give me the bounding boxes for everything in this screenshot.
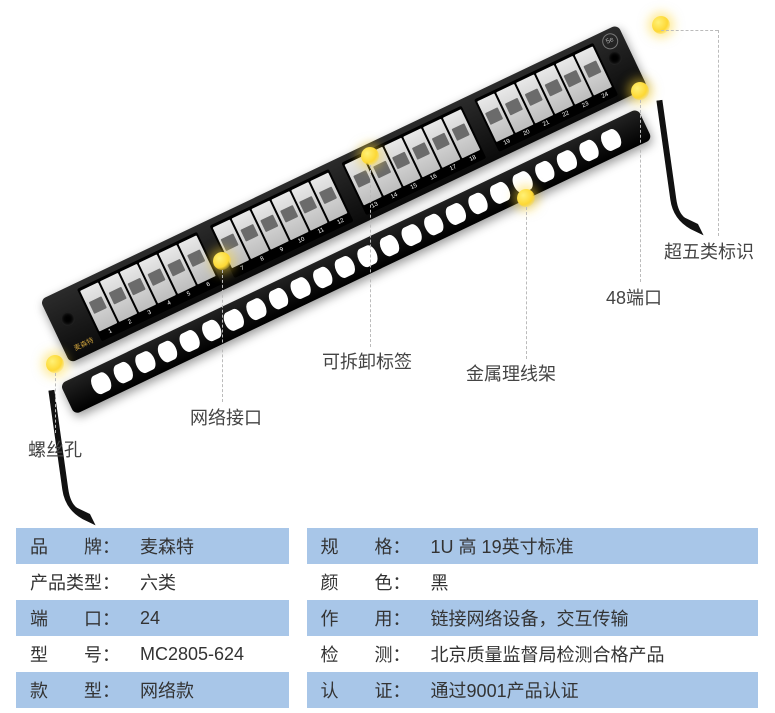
cable-slot — [554, 148, 579, 174]
label-ports48: 48端口 — [606, 284, 662, 310]
spec-key: 款 型： — [16, 672, 126, 708]
cable-slot — [532, 159, 557, 185]
spec-val: 1U 高 19英寸标准 — [417, 528, 758, 564]
label-cat5e: 超五类标识 — [664, 238, 754, 264]
cable-slot — [244, 296, 269, 322]
label-port: 网络接口 — [190, 404, 262, 430]
leader-screw — [55, 373, 56, 433]
spec-val: 麦森特 — [126, 528, 289, 564]
leader-cat5e — [718, 30, 719, 236]
spec-key: 作 用： — [307, 600, 417, 636]
cable-slot — [465, 190, 490, 216]
spec-row: 型 号：MC2805-624 检 测：北京质量监督局检测合格产品 — [16, 636, 758, 672]
cable-slot — [288, 275, 313, 301]
cable-slot — [488, 180, 513, 206]
cable-slot — [155, 339, 180, 365]
cable-slot — [332, 254, 357, 280]
cable-slot — [310, 264, 335, 290]
spec-val: 北京质量监督局检测合格产品 — [417, 636, 758, 672]
spec-key: 认 证： — [307, 672, 417, 708]
leader-cat5e-h — [661, 30, 718, 31]
leader-bar — [526, 207, 527, 359]
dot-screw — [46, 355, 64, 373]
cable-slot — [133, 349, 158, 375]
spec-val: 黑 — [417, 564, 758, 600]
label-screw: 螺丝孔 — [28, 436, 82, 462]
spec-key: 产品类型： — [16, 564, 126, 600]
spec-row: 产品类型：六类颜 色：黑 — [16, 564, 758, 600]
cable-slot — [421, 212, 446, 238]
cable-slot — [177, 328, 202, 354]
spec-key: 型 号： — [16, 636, 126, 672]
panel-brand: 麦森特 — [72, 335, 95, 353]
patch-panel: 麦森特 5e 123456789101112131415161718192021… — [40, 24, 648, 363]
cable-slot — [354, 243, 379, 269]
spec-row: 款 型：网络款认 证：通过9001产品认证 — [16, 672, 758, 708]
cable-slot — [599, 127, 624, 153]
spec-val: 网络款 — [126, 672, 289, 708]
leader-tag — [370, 165, 371, 347]
spec-key: 品 牌： — [16, 528, 126, 564]
spec-gap — [289, 528, 307, 564]
dot-tag — [361, 147, 379, 165]
spec-val: 24 — [126, 600, 289, 636]
screw-hole-right — [605, 49, 624, 68]
cable-slot — [199, 317, 224, 343]
cable-slot — [221, 307, 246, 333]
cable-slot — [266, 286, 291, 312]
cable-slot — [110, 360, 135, 386]
dot-port — [213, 252, 231, 270]
product-diagram: 麦森特 5e 123456789101112131415161718192021… — [0, 0, 775, 520]
screw-hole-left — [58, 310, 77, 329]
label-bar: 金属理线架 — [466, 360, 556, 386]
leader-ports48 — [640, 100, 641, 282]
dot-cat5e — [652, 16, 670, 34]
spec-row: 品 牌：麦森特规 格：1U 高 19英寸标准 — [16, 528, 758, 564]
dot-bar — [517, 189, 535, 207]
spec-key: 检 测： — [307, 636, 417, 672]
spec-key: 颜 色： — [307, 564, 417, 600]
spec-key: 端 口： — [16, 600, 126, 636]
spec-val: 六类 — [126, 564, 289, 600]
spec-val: 通过9001产品认证 — [417, 672, 758, 708]
leader-port — [222, 270, 223, 402]
spec-table: 品 牌：麦森特规 格：1U 高 19英寸标准产品类型：六类颜 色：黑端 口：24… — [16, 528, 758, 708]
cable-slot — [399, 222, 424, 248]
spec-gap — [289, 564, 307, 600]
spec-gap — [289, 672, 307, 708]
label-tag: 可拆卸标签 — [322, 348, 412, 374]
cat5e-badge: 5e — [600, 31, 621, 52]
spec-row: 端 口：24 作 用：链接网络设备，交互传输 — [16, 600, 758, 636]
cable-slot — [576, 137, 601, 163]
cable-slot — [443, 201, 468, 227]
spec-val: 链接网络设备，交互传输 — [417, 600, 758, 636]
spec-key: 规 格： — [307, 528, 417, 564]
cable-slot — [88, 370, 113, 396]
spec-gap — [289, 600, 307, 636]
dot-ports48 — [631, 82, 649, 100]
cable-slot — [377, 233, 402, 259]
spec-val: MC2805-624 — [126, 636, 289, 672]
spec-gap — [289, 636, 307, 672]
bracket-right — [650, 96, 709, 240]
